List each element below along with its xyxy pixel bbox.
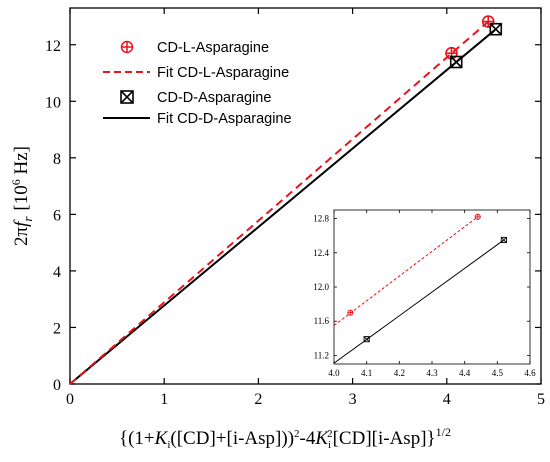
main-plot-frame [69, 7, 542, 385]
legend-marker-d [120, 90, 134, 104]
x-tick-label: 4.3 [426, 368, 438, 378]
data-point-l [481, 15, 495, 28]
data-point-l [347, 309, 354, 316]
x-tick-label: 4.0 [328, 368, 340, 378]
data-point-d [489, 22, 503, 36]
y-tick-label: 10 [45, 94, 61, 111]
x-tick-label: 4.1 [361, 368, 372, 378]
y-axis-label: 2πfr[106 Hz] [9, 146, 35, 246]
x-tick-label: 0 [66, 391, 74, 408]
x-tick-label: 4.4 [459, 368, 471, 378]
x-tick-label: 5 [537, 391, 545, 408]
y-tick-label: 12.4 [313, 248, 329, 258]
inset-series [333, 213, 507, 364]
x-tick-label: 3 [349, 391, 357, 408]
x-tick-label: 4.5 [492, 368, 504, 378]
x-axis-label: {(1+Ki([CD]+[i-Asp]))2-4Ki2[CD][i-Asp]}1… [119, 425, 451, 451]
y-tick-label: 12.8 [313, 214, 329, 224]
legend-marker-l [120, 40, 134, 54]
inset-ticks: 4.0 4.1 4.2 4.3 4.4 4.5 4.6 11.2 11.6 12.0 12.4 12.… [313, 210, 536, 378]
legend-label-l-points: CD-L-Asparagine [157, 40, 269, 56]
y-tick-label: 11.6 [314, 316, 330, 326]
x-tick-label: 4.6 [524, 368, 536, 378]
y-tick-label: 4 [53, 264, 61, 281]
data-point-d [500, 236, 507, 243]
data-point-d [363, 336, 370, 343]
data-point-d [449, 55, 463, 69]
legend-label-l-fit: Fit CD-L-Asparagine [157, 65, 289, 81]
y-tick-label: 12.0 [313, 282, 329, 292]
x-tick-label: 2 [254, 391, 262, 408]
x-tick-label: 1 [160, 391, 168, 408]
y-tick-label: 12 [45, 38, 61, 55]
inset-background [334, 210, 530, 364]
y-tick-label: 11.2 [314, 350, 329, 360]
legend: CD-L-Asparagine Fit CD-L-Asparagine CD-D… [103, 40, 292, 127]
main-series [69, 15, 503, 385]
fit-line-l [69, 20, 489, 385]
y-tick-label: 8 [53, 151, 61, 168]
legend-label-d-fit: Fit CD-D-Asparagine [157, 111, 292, 127]
fit-line-d [69, 28, 497, 385]
fit-line-d [333, 239, 505, 364]
fit-line-l [333, 216, 479, 326]
y-tick-label: 2 [53, 320, 61, 337]
data-point-l [474, 213, 481, 220]
x-tick-label: 4 [443, 391, 451, 408]
legend-label-d-points: CD-D-Asparagine [157, 90, 271, 106]
x-tick-label: 4.2 [394, 368, 405, 378]
y-tick-label: 0 [53, 377, 61, 394]
y-tick-label: 6 [53, 207, 61, 224]
